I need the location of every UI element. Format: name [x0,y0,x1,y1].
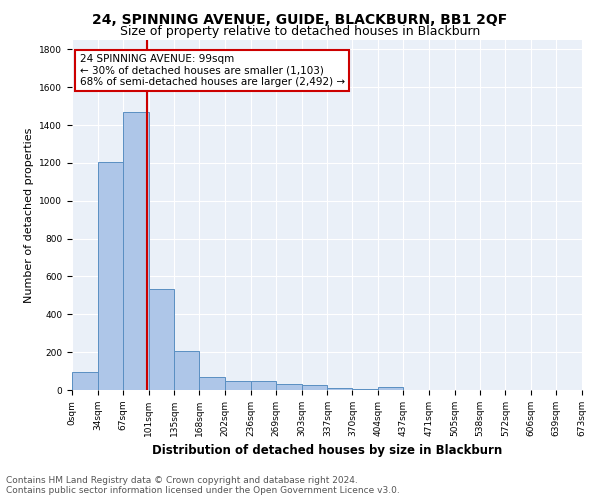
Bar [352,388,378,390]
Text: 24, SPINNING AVENUE, GUIDE, BLACKBURN, BB1 2QF: 24, SPINNING AVENUE, GUIDE, BLACKBURN, B… [92,12,508,26]
Text: Contains HM Land Registry data © Crown copyright and database right 2024.
Contai: Contains HM Land Registry data © Crown c… [6,476,400,495]
Bar [302,386,328,390]
Bar [98,162,123,390]
Bar [175,351,199,390]
Bar [328,388,352,390]
Bar [199,377,225,390]
Bar [276,384,302,390]
Text: Size of property relative to detached houses in Blackburn: Size of property relative to detached ho… [120,25,480,38]
Text: 24 SPINNING AVENUE: 99sqm
← 30% of detached houses are smaller (1,103)
68% of se: 24 SPINNING AVENUE: 99sqm ← 30% of detac… [80,54,345,87]
Bar [72,372,98,390]
Bar [225,381,251,390]
Y-axis label: Number of detached properties: Number of detached properties [24,128,34,302]
Bar [251,381,276,390]
Bar [149,289,175,390]
Bar [378,387,403,390]
Bar [123,112,149,390]
X-axis label: Distribution of detached houses by size in Blackburn: Distribution of detached houses by size … [152,444,502,458]
